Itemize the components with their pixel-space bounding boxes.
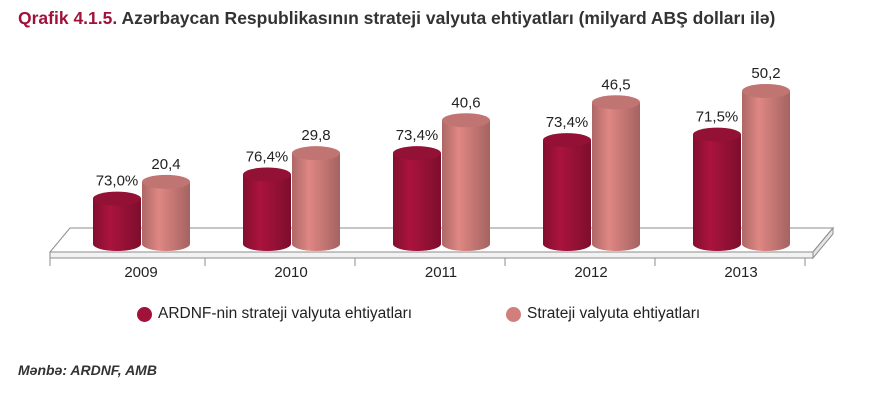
bar-chart: 2009 2010 2011 2012 2013 73,0% 20,4 76,4% 29,8 73…	[48, 65, 835, 281]
chart-bars	[93, 84, 790, 252]
data-labels: 2009 2010 2011 2012 2013 73,0% 20,4 76,4% 29,8 73…	[96, 65, 781, 281]
bar-ardnf	[693, 127, 741, 251]
legend-item-ardnf: ARDNF-nin strateji valyuta ehtiyatları	[137, 305, 412, 323]
data-label-value: 50,2	[751, 65, 780, 82]
bar-strategic	[742, 84, 790, 251]
floor-side	[812, 226, 834, 260]
bar-strategic	[142, 174, 190, 251]
source-note: Mənbə: ARDNF, AMB	[18, 362, 157, 378]
bar-ardnf	[543, 133, 591, 251]
data-label-share: 71,5%	[696, 109, 739, 126]
data-label-share: 73,0%	[96, 173, 139, 190]
legend-label-strategic: Strateji valyuta ehtiyatları	[527, 305, 701, 322]
legend-item-strategic: Strateji valyuta ehtiyatları	[506, 305, 700, 323]
data-label-share: 76,4%	[246, 149, 289, 166]
data-label-share: 73,4%	[546, 114, 589, 131]
legend-marker-ardnf	[137, 306, 152, 322]
bar-ardnf	[93, 191, 141, 251]
data-label-value: 20,4	[151, 156, 180, 173]
data-label-value: 40,6	[451, 94, 480, 111]
chart-title: Qrafik 4.1.5. Azərbaycan Respublikasının…	[18, 8, 868, 29]
x-tick-label: 2012	[574, 264, 607, 281]
legend-label-ardnf: ARDNF-nin strateji valyuta ehtiyatları	[158, 305, 413, 322]
bar-ardnf	[393, 146, 441, 251]
bar-ardnf	[243, 167, 291, 251]
legend: ARDNF-nin strateji valyuta ehtiyatları S…	[0, 305, 873, 331]
floor-front	[49, 251, 814, 259]
legend-marker-strategic	[506, 306, 521, 322]
bar-strategic	[592, 95, 640, 252]
figure-number: Qrafik 4.1.5.	[18, 8, 118, 28]
x-tick-label: 2010	[274, 264, 307, 281]
bar-strategic	[292, 146, 340, 251]
chart-title-text: Azərbaycan Respublikasının strateji valy…	[121, 8, 776, 28]
x-tick-label: 2009	[124, 264, 157, 281]
x-tick-label: 2011	[425, 264, 457, 281]
data-label-share: 73,4%	[396, 127, 439, 144]
data-label-value: 46,5	[601, 76, 630, 93]
bar-strategic	[442, 113, 490, 251]
x-tick-label: 2013	[724, 264, 757, 281]
data-label-value: 29,8	[301, 127, 330, 144]
